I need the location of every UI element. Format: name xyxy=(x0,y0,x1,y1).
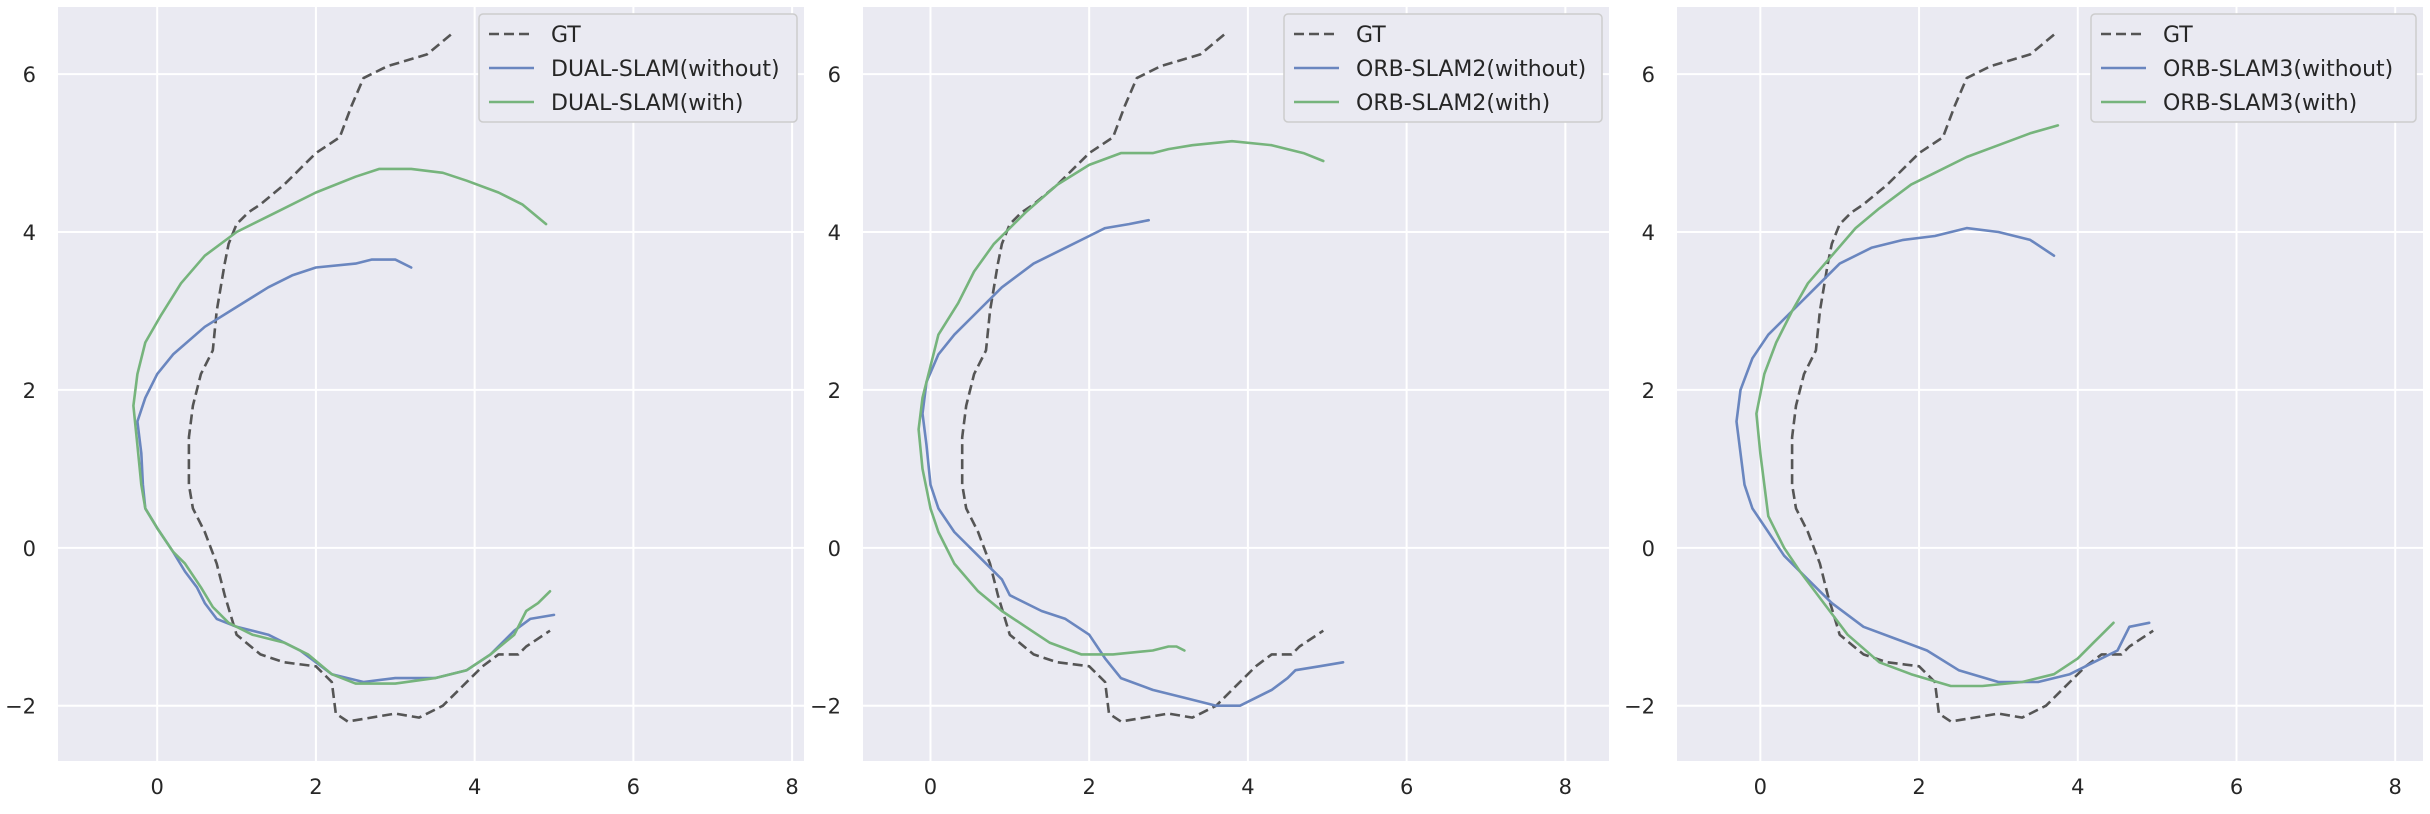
x-tick-label: 8 xyxy=(2389,775,2402,799)
series-group xyxy=(917,33,1345,723)
legend-label: ORB-SLAM2(without) xyxy=(1356,57,1586,82)
plot-area xyxy=(863,7,1609,761)
series-line-dual-slam-with- xyxy=(132,167,552,685)
legend-box xyxy=(478,13,798,123)
panel-orb-slam3: 0 2 4 6 8 −2 0 2 4 6 GT ORB-SLAM3(without) ORB-SLAM3… xyxy=(1624,7,2423,799)
y-tick-label: 0 xyxy=(23,537,36,561)
legend: GT DUAL-SLAM(without) DUAL-SLAM(with) xyxy=(478,13,798,123)
x-tick-label: 6 xyxy=(2230,775,2243,799)
y-tick-label: 4 xyxy=(1642,221,1655,245)
legend-label: GT xyxy=(551,23,581,48)
x-tick-label: 0 xyxy=(151,775,164,799)
series-line-gt xyxy=(1790,33,2154,723)
y-tick-label: 2 xyxy=(1642,379,1655,403)
legend: GT ORB-SLAM2(without) ORB-SLAM2(with) xyxy=(1283,13,1603,123)
legend-label: ORB-SLAM3(with) xyxy=(2163,91,2357,116)
y-tick-label: 6 xyxy=(23,63,36,87)
series-line-gt xyxy=(187,33,551,723)
y-tick-label: 2 xyxy=(23,379,36,403)
y-tick-label: 2 xyxy=(828,379,841,403)
series-line-gt xyxy=(960,33,1325,723)
x-tick-label: 6 xyxy=(627,775,640,799)
y-tick-label: −2 xyxy=(1624,695,1655,719)
plot-area xyxy=(1677,7,2423,761)
x-tick-label: 8 xyxy=(1559,775,1572,799)
legend-label: GT xyxy=(1356,23,1386,48)
y-tick-label: −2 xyxy=(810,695,841,719)
series-group xyxy=(132,33,556,723)
y-tick-label: 6 xyxy=(828,63,841,87)
y-tick-label: 4 xyxy=(23,221,36,245)
x-tick-label: 2 xyxy=(1912,775,1925,799)
x-tick-label: 0 xyxy=(924,775,937,799)
y-tick-label: 6 xyxy=(1642,63,1655,87)
series-line-orb-slam2-without- xyxy=(921,218,1345,707)
x-tick-label: 2 xyxy=(1082,775,1095,799)
y-tick-label: 0 xyxy=(1642,537,1655,561)
x-tick-label: 0 xyxy=(1754,775,1767,799)
panel-dual-slam: 0 2 4 6 8 −2 0 2 4 6 GT DUAL-SLAM(without) DUAL-SLAM… xyxy=(5,7,804,799)
legend-label: DUAL-SLAM(without) xyxy=(551,57,780,82)
legend-label: DUAL-SLAM(with) xyxy=(551,91,744,116)
x-tick-label: 4 xyxy=(468,775,481,799)
panel-orb-slam2: 0 2 4 6 8 −2 0 2 4 6 GT ORB-SLAM2(without) ORB-SLAM2… xyxy=(810,7,1609,799)
y-tick-label: −2 xyxy=(5,695,36,719)
x-tick-label: 6 xyxy=(1400,775,1413,799)
x-tick-label: 2 xyxy=(309,775,322,799)
legend: GT ORB-SLAM3(without) ORB-SLAM3(with) xyxy=(2090,13,2417,123)
legend-box xyxy=(2090,13,2417,123)
legend-label: GT xyxy=(2163,23,2193,48)
series-line-orb-slam2-with- xyxy=(917,139,1325,656)
series-line-orb-slam3-with- xyxy=(1755,124,2115,688)
y-tick-label: 4 xyxy=(828,221,841,245)
legend-label: ORB-SLAM2(with) xyxy=(1356,91,1550,116)
plot-area xyxy=(58,7,804,761)
series-line-orb-slam3-without- xyxy=(1735,226,2151,684)
series-group xyxy=(1735,33,2154,723)
y-tick-label: 0 xyxy=(828,537,841,561)
x-tick-label: 4 xyxy=(1241,775,1254,799)
legend-label: ORB-SLAM3(without) xyxy=(2163,57,2393,82)
legend-box xyxy=(1283,13,1603,123)
x-tick-label: 8 xyxy=(785,775,798,799)
x-tick-label: 4 xyxy=(2071,775,2084,799)
